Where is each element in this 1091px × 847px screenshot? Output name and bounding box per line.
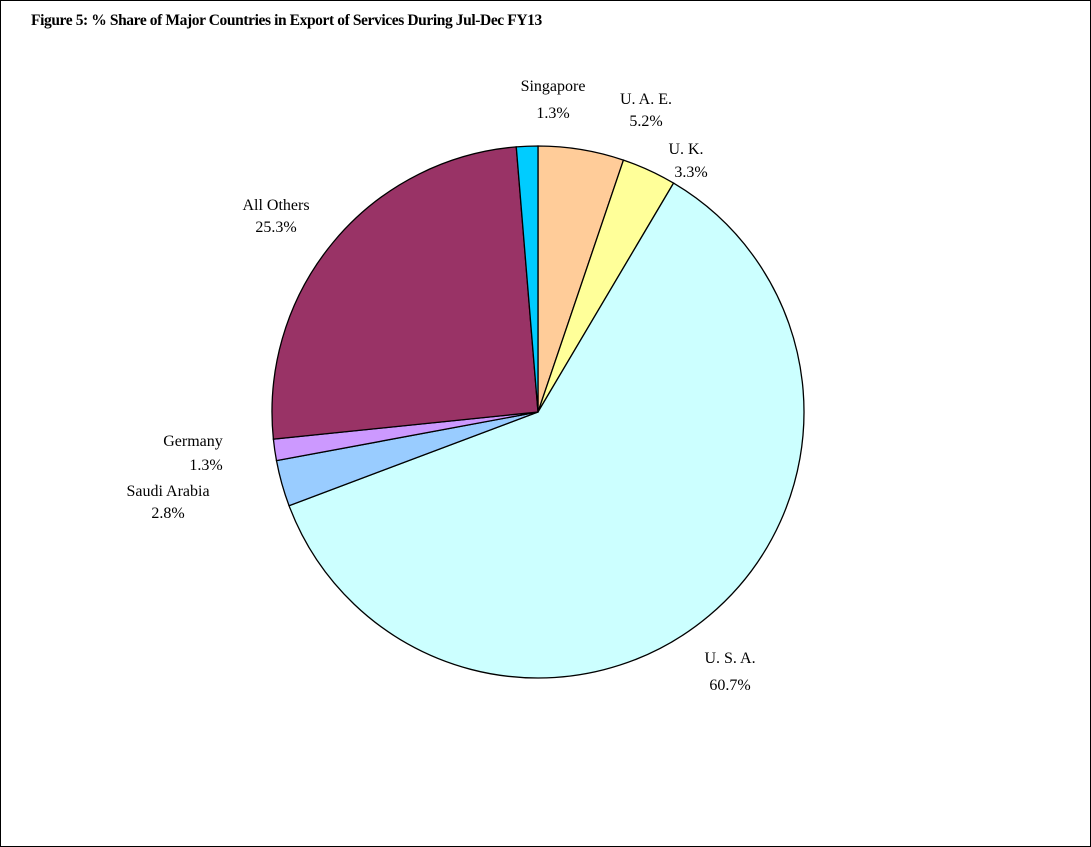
- slice-name-label: All Others: [242, 197, 309, 214]
- chart-title: Figure 5: % Share of Major Countries in …: [31, 12, 542, 29]
- slice-value-label: 5.2%: [629, 113, 662, 130]
- slice-name-label: Germany: [163, 433, 223, 450]
- slice-name-label: U. S. A.: [704, 650, 755, 667]
- slice-value-label: 3.3%: [674, 164, 707, 181]
- slice-name-label: Saudi Arabia: [126, 483, 209, 500]
- pie-slice-u-s-a: [288, 182, 805, 679]
- pie-slice-singapore: [515, 145, 539, 413]
- slice-name-label: Singapore: [521, 78, 586, 95]
- slice-name-label: U. A. E.: [620, 91, 672, 108]
- slice-value-label: 1.3%: [536, 105, 569, 122]
- slice-value-label: 60.7%: [709, 677, 750, 694]
- slice-value-label: 1.3%: [189, 457, 222, 474]
- slice-value-label: 25.3%: [255, 219, 296, 236]
- pie-slice-all-others: [271, 146, 539, 440]
- slice-value-label: 2.8%: [151, 505, 184, 522]
- slice-name-label: U. K.: [668, 141, 703, 158]
